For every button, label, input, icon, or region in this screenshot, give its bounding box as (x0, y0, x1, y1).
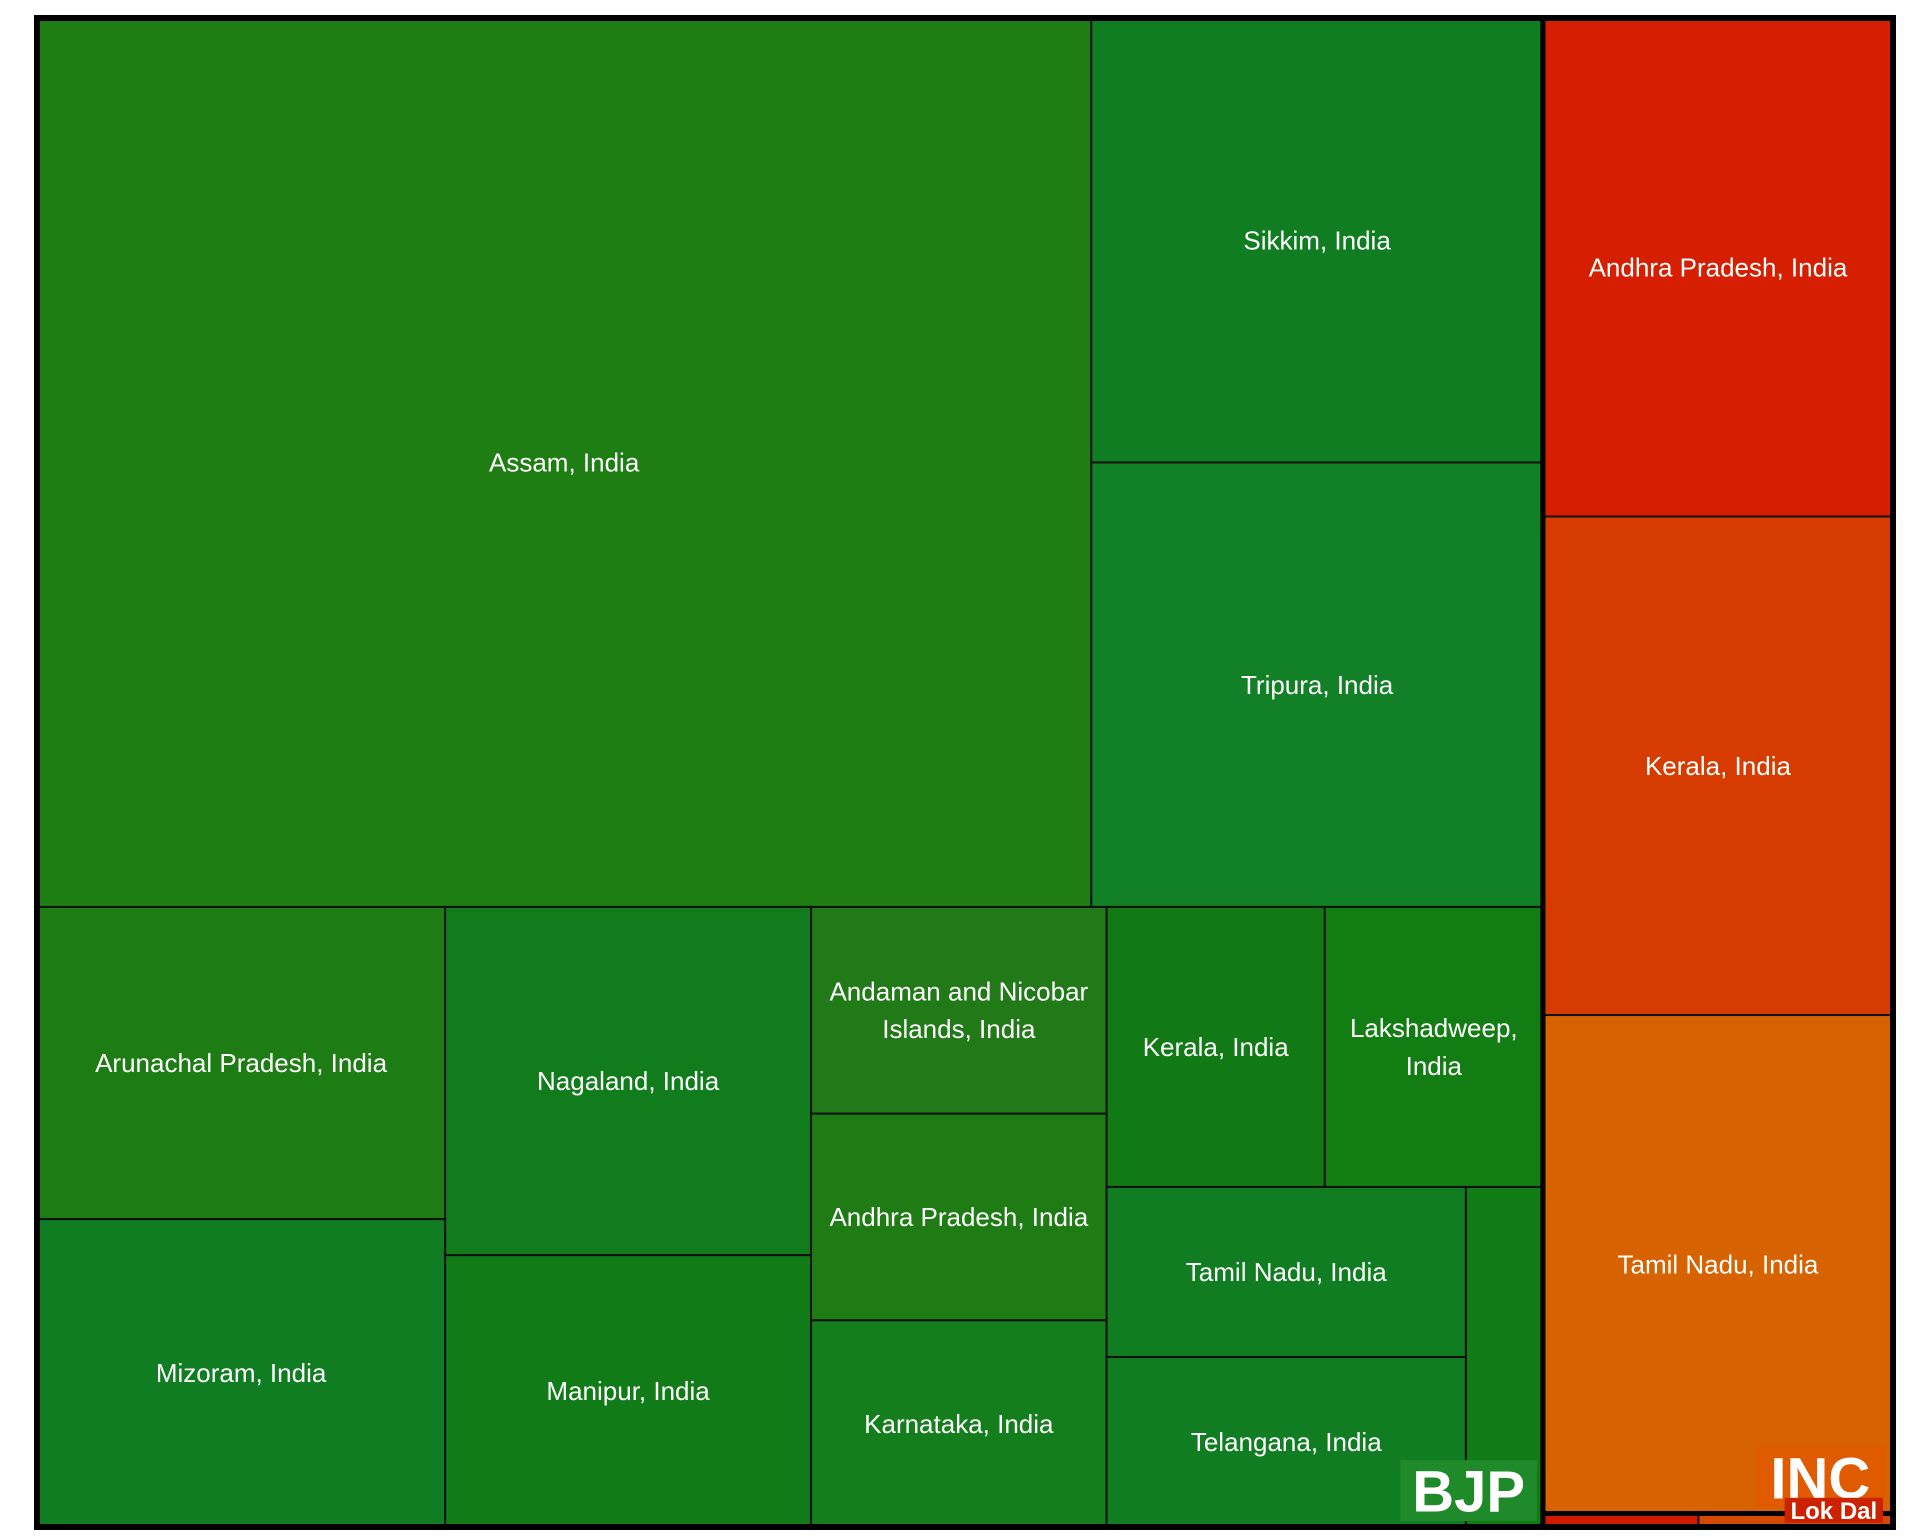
group-label-inc-background (1755, 1446, 1885, 1508)
treemap-cell-label: Andaman and Nicobar Islands, India (829, 977, 1088, 1045)
treemap-cell-label: Arunachal Pradesh, India (95, 1048, 388, 1078)
treemap-cell-label: Tamil Nadu, India (1618, 1249, 1819, 1279)
group-label-bjp: BJP (1412, 1460, 1525, 1525)
treemap-cell-label: Tamil Nadu, India (1186, 1257, 1387, 1287)
treemap-cell-label: Tripura, India (1241, 670, 1394, 700)
treemap-cell-label: Telangana, India (1191, 1427, 1382, 1457)
treemap-cell-label: Karnataka, India (864, 1409, 1054, 1439)
treemap-cell-inc-kerala-india[interactable] (1541, 515, 1895, 1017)
group-label-lok-dal-background (1784, 1497, 1883, 1523)
treemap-cell-bjp-tripura-india[interactable] (1090, 461, 1544, 908)
treemap-cell-bjp-andaman-and-nicobar-islands-india[interactable] (810, 905, 1108, 1115)
treemap-cell-label: Kerala, India (1143, 1032, 1290, 1062)
group-label-bjp-background (1400, 1460, 1537, 1521)
treemap-cell-label: Andhra Pradesh, India (1589, 252, 1848, 282)
treemap-cell-bjp-kerala-india[interactable] (1105, 905, 1326, 1188)
treemap-cell-bjp-arunachal-pradesh-india[interactable] (36, 905, 447, 1221)
treemap-cell-bjp-manipur-india[interactable] (444, 1254, 813, 1528)
treemap-cell-label: Mizoram, India (156, 1358, 327, 1388)
treemap-cell-bjp-assam-india[interactable] (36, 17, 1093, 908)
treemap-cell-bjp-nagaland-india[interactable] (444, 905, 813, 1257)
treemap-cell-label: Sikkim, India (1243, 225, 1391, 255)
treemap-cell-label: Nagaland, India (537, 1066, 720, 1096)
treemap-cell-inc-andhra-pradesh-india[interactable] (1541, 17, 1895, 518)
treemap-cell-bjp-andhra-pradesh-india[interactable] (810, 1112, 1108, 1322)
treemap-cell-inc-tamil-nadu-india[interactable] (1541, 1014, 1895, 1515)
group-label-lok-dal: Lok Dal (1790, 1498, 1877, 1525)
treemap-cell-label: Manipur, India (546, 1376, 710, 1406)
treemap-cell-bjp-lakshadweep-india[interactable] (1323, 905, 1544, 1188)
treemap-cell-bjp-tamil-nadu-india[interactable] (1105, 1185, 1467, 1358)
treemap-cell-label: Lakshadweep, India (1350, 1013, 1518, 1081)
treemap-cell-label: Assam, India (489, 448, 640, 478)
treemap-frame (34, 15, 1896, 1530)
treemap-cell-bjp-sikkim-india[interactable] (1090, 17, 1544, 464)
treemap-cell-label: Andhra Pradesh, India (829, 1202, 1088, 1232)
treemap-cell-bjp-mizoram-india[interactable] (36, 1218, 447, 1529)
treemap-cell-label: Kerala, India (1645, 751, 1792, 781)
